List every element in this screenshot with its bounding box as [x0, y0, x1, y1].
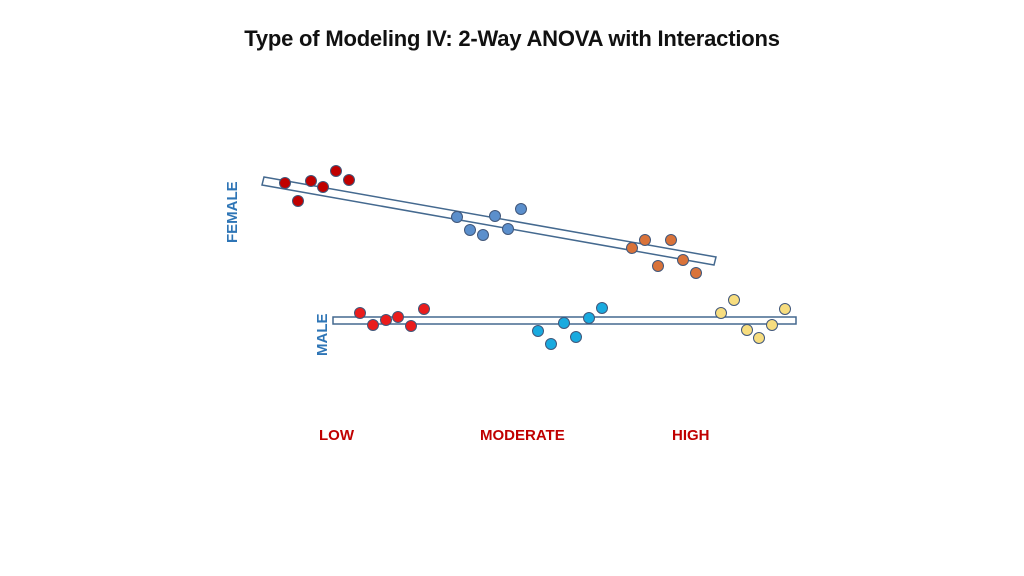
data-point	[502, 223, 514, 235]
data-point	[354, 307, 366, 319]
data-point	[545, 338, 557, 350]
female-trend-band	[261, 176, 717, 266]
data-point	[292, 195, 304, 207]
data-point	[405, 320, 417, 332]
data-point	[728, 294, 740, 306]
female-high-points	[626, 234, 702, 279]
level-label-high: HIGH	[672, 427, 710, 444]
female-low-points	[279, 165, 355, 207]
data-point	[690, 267, 702, 279]
data-point	[380, 314, 392, 326]
data-point	[418, 303, 430, 315]
data-point	[464, 224, 476, 236]
slide-title: Type of Modeling IV: 2-Way ANOVA with In…	[244, 26, 780, 51]
data-point	[532, 325, 544, 337]
data-point	[477, 229, 489, 241]
data-point	[652, 260, 664, 272]
male-group-label: MALE	[314, 313, 331, 357]
male-high-points	[715, 294, 791, 344]
data-point	[451, 211, 463, 223]
data-point	[367, 319, 379, 331]
data-point	[639, 234, 651, 246]
data-point	[583, 312, 595, 324]
data-point	[741, 324, 753, 336]
data-point	[779, 303, 791, 315]
data-point	[665, 234, 677, 246]
data-point	[392, 311, 404, 323]
female-moderate-points	[451, 203, 527, 241]
data-point	[279, 177, 291, 189]
data-point	[677, 254, 689, 266]
data-point	[596, 302, 608, 314]
data-point	[330, 165, 342, 177]
female-group-label: FEMALE	[224, 181, 241, 243]
data-point	[715, 307, 727, 319]
data-point	[515, 203, 527, 215]
data-point	[766, 319, 778, 331]
data-point	[570, 331, 582, 343]
data-point	[753, 332, 765, 344]
level-label-moderate: MODERATE	[480, 427, 565, 444]
male-low-points	[354, 303, 430, 332]
data-point	[489, 210, 501, 222]
data-point	[317, 181, 329, 193]
data-point	[558, 317, 570, 329]
level-label-low: LOW	[319, 427, 354, 444]
data-point	[305, 175, 317, 187]
male-moderate-points	[532, 302, 608, 350]
data-point	[626, 242, 638, 254]
data-point	[343, 174, 355, 186]
